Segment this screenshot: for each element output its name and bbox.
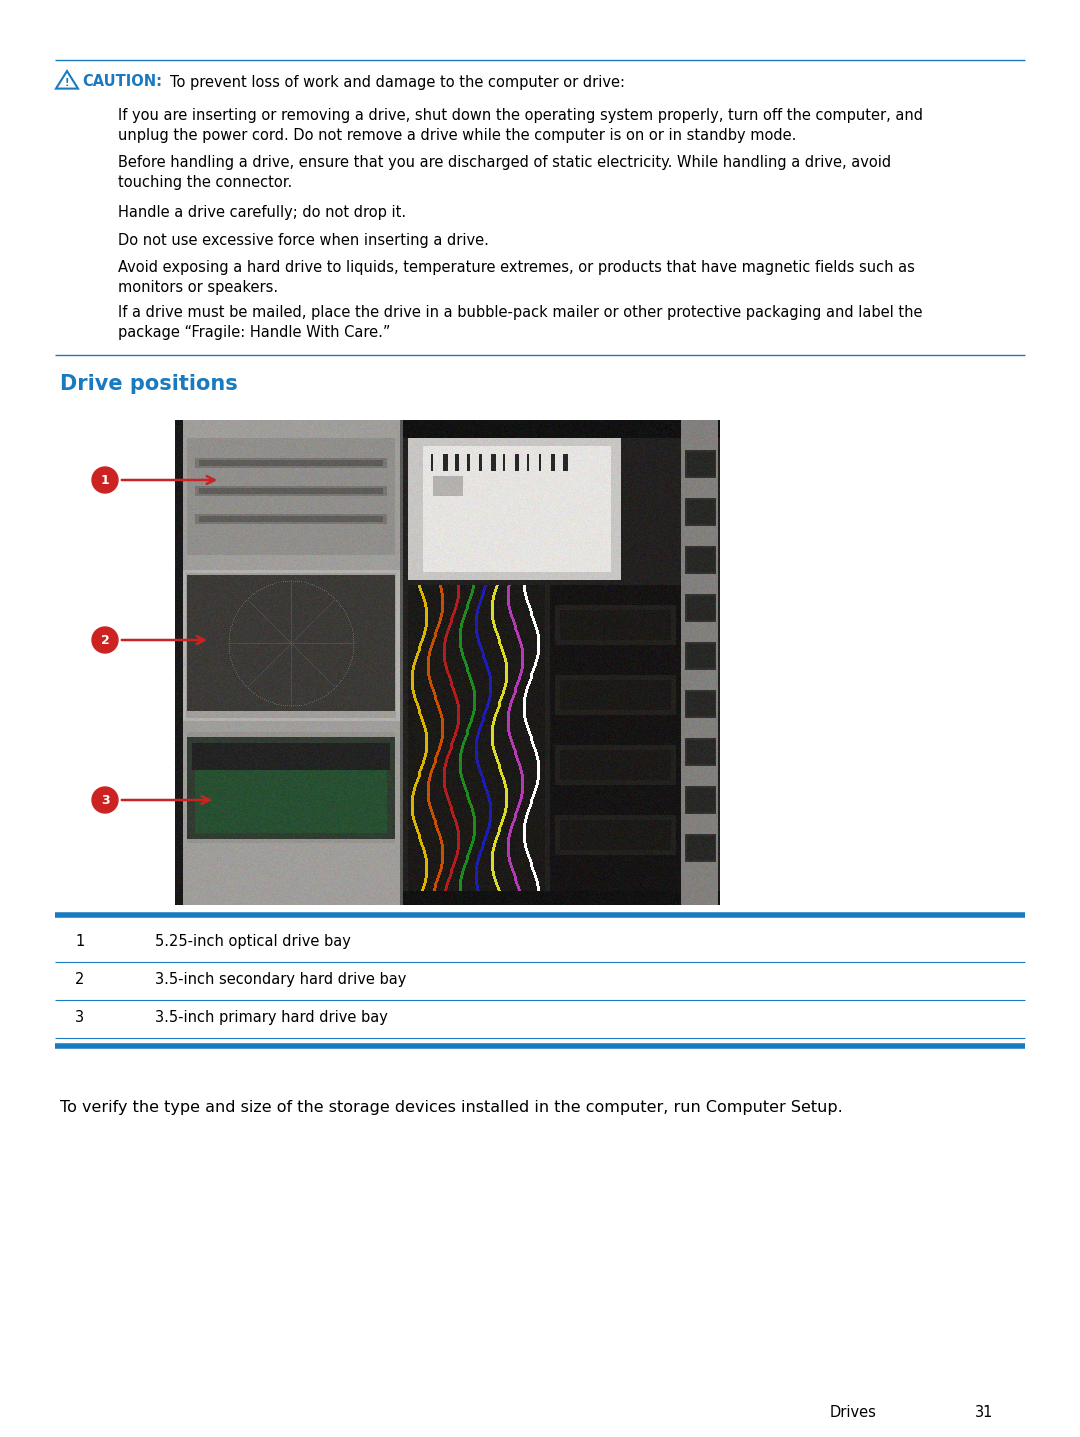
Text: 3.5-inch primary hard drive bay: 3.5-inch primary hard drive bay	[156, 1010, 388, 1025]
Text: Do not use excessive force when inserting a drive.: Do not use excessive force when insertin…	[118, 233, 489, 249]
Circle shape	[92, 467, 118, 493]
Text: Avoid exposing a hard drive to liquids, temperature extremes, or products that h: Avoid exposing a hard drive to liquids, …	[118, 260, 915, 296]
Text: CAUTION:: CAUTION:	[82, 75, 162, 89]
Text: To verify the type and size of the storage devices installed in the computer, ru: To verify the type and size of the stora…	[60, 1099, 842, 1115]
Text: Drive positions: Drive positions	[60, 374, 238, 394]
Text: If you are inserting or removing a drive, shut down the operating system properl: If you are inserting or removing a drive…	[118, 108, 923, 144]
Text: Before handling a drive, ensure that you are discharged of static electricity. W: Before handling a drive, ensure that you…	[118, 155, 891, 190]
Text: Handle a drive carefully; do not drop it.: Handle a drive carefully; do not drop it…	[118, 205, 406, 220]
Text: 3.5-inch secondary hard drive bay: 3.5-inch secondary hard drive bay	[156, 971, 406, 987]
Circle shape	[92, 787, 118, 813]
Text: 2: 2	[100, 634, 109, 647]
Text: 2: 2	[75, 971, 84, 987]
Text: 1: 1	[75, 934, 84, 948]
Text: To prevent loss of work and damage to the computer or drive:: To prevent loss of work and damage to th…	[170, 75, 625, 89]
Text: If a drive must be mailed, place the drive in a bubble-pack mailer or other prot: If a drive must be mailed, place the dri…	[118, 305, 922, 341]
Text: Drives: Drives	[831, 1405, 877, 1420]
Text: 31: 31	[975, 1405, 994, 1420]
Text: 3: 3	[100, 793, 109, 806]
Text: !: !	[65, 78, 69, 88]
Text: 5.25-inch optical drive bay: 5.25-inch optical drive bay	[156, 934, 351, 948]
Text: 1: 1	[100, 474, 109, 487]
Circle shape	[92, 627, 118, 652]
Text: 3: 3	[75, 1010, 84, 1025]
